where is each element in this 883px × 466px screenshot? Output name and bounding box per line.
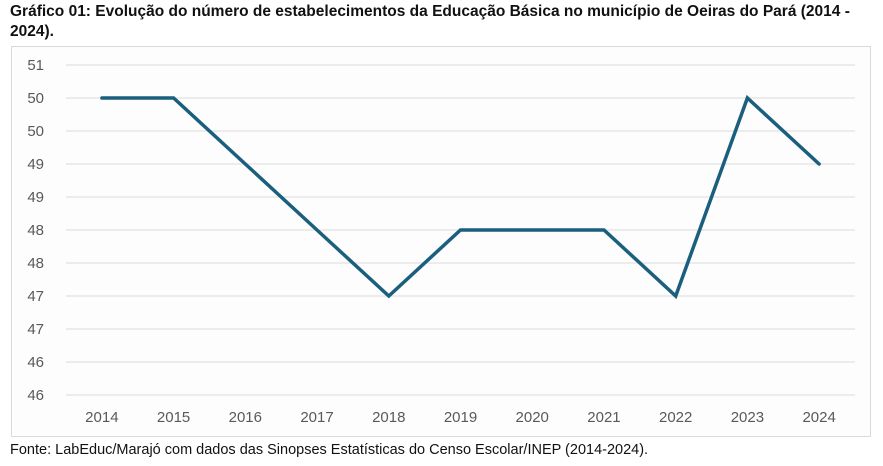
chart-title: Gráfico 01: Evolução do número de estabe… (10, 3, 850, 40)
y-tick-label: 46 (27, 354, 44, 371)
x-tick-label: 2015 (157, 409, 190, 426)
y-tick-label: 47 (27, 288, 44, 305)
x-tick-label: 2021 (587, 409, 620, 426)
chart-frame (11, 46, 871, 437)
x-tick-label: 2024 (802, 409, 835, 426)
x-tick-label: 2023 (731, 409, 764, 426)
y-tick-label: 51 (27, 57, 44, 74)
y-tick-label: 49 (27, 156, 44, 173)
y-tick-label: 48 (27, 222, 44, 239)
y-tick-label: 46 (27, 387, 44, 404)
series-line (100, 94, 821, 300)
x-tick-label: 2014 (85, 409, 118, 426)
source-note: Fonte: LabEduc/Marajó com dados das Sino… (10, 442, 649, 458)
gridlines (66, 64, 855, 396)
y-tick-label: 50 (27, 90, 44, 107)
x-axis-ticks: 2014 2015 2016 2017 2018 2019 2020 2021 2022 2023… (85, 409, 836, 426)
x-tick-label: 2022 (659, 409, 692, 426)
y-tick-label: 49 (27, 189, 44, 206)
y-tick-label: 48 (27, 255, 44, 272)
y-axis-ticks: 51 50 50 49 49 48 48 47 47 46 46 (27, 57, 44, 404)
y-tick-label: 50 (27, 123, 44, 140)
x-tick-label: 2020 (516, 409, 549, 426)
x-tick-label: 2016 (229, 409, 262, 426)
y-tick-label: 47 (27, 321, 44, 338)
x-tick-label: 2019 (444, 409, 477, 426)
x-tick-label: 2018 (372, 409, 405, 426)
x-tick-label: 2017 (300, 409, 333, 426)
